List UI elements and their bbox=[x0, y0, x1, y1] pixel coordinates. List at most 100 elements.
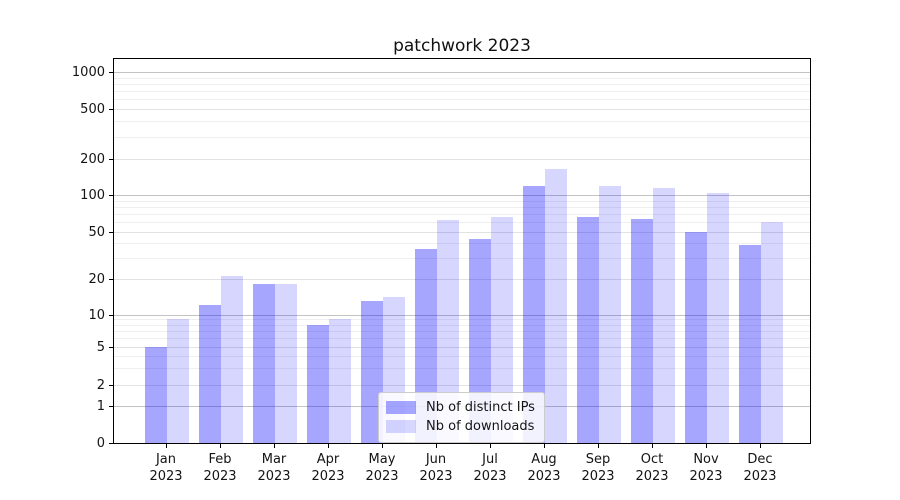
legend-label-downloads: Nb of downloads bbox=[426, 419, 535, 434]
x-tick-mark bbox=[760, 444, 761, 448]
bar-downloads-apr bbox=[329, 319, 351, 443]
x-tick-mark bbox=[652, 444, 653, 448]
x-tick-label: Jul 2023 bbox=[473, 452, 507, 484]
gridline bbox=[114, 77, 810, 79]
y-tick-label: 5 bbox=[96, 340, 105, 355]
bar-downloads-sep bbox=[599, 186, 621, 443]
y-tick-label: 500 bbox=[80, 102, 105, 117]
gridline bbox=[114, 279, 810, 280]
gridline bbox=[114, 195, 810, 196]
y-tick-label: 100 bbox=[80, 188, 105, 203]
y-tick-label: 200 bbox=[80, 152, 105, 167]
x-tick-label: Jun 2023 bbox=[419, 452, 453, 484]
bar-distinct-ips-aug bbox=[523, 186, 545, 443]
legend-swatch-downloads bbox=[386, 420, 416, 433]
gridline bbox=[114, 331, 810, 333]
legend-label-distinct-ips: Nb of distinct IPs bbox=[426, 400, 535, 415]
y-tick-label: 1000 bbox=[71, 65, 105, 81]
y-tick-label: 0 bbox=[96, 436, 105, 451]
legend: Nb of distinct IPs Nb of downloads bbox=[378, 392, 545, 443]
gridline bbox=[114, 200, 810, 202]
bar-downloads-nov bbox=[707, 193, 729, 443]
bar-downloads-oct bbox=[653, 188, 675, 443]
y-tick-mark bbox=[109, 443, 113, 444]
gridline bbox=[114, 72, 810, 74]
gridline bbox=[114, 121, 810, 123]
bar-distinct-ips-oct bbox=[631, 219, 653, 443]
y-tick-mark bbox=[109, 406, 113, 407]
x-tick-label: Feb 2023 bbox=[203, 452, 237, 484]
bar-downloads-mar bbox=[275, 284, 297, 443]
gridline bbox=[114, 319, 810, 321]
y-tick-mark bbox=[109, 279, 113, 280]
x-tick-label: Oct 2023 bbox=[635, 452, 669, 484]
y-tick-mark bbox=[109, 231, 113, 233]
y-tick-mark bbox=[109, 109, 113, 110]
legend-item-distinct-ips: Nb of distinct IPs bbox=[386, 398, 536, 417]
gridline bbox=[114, 368, 810, 370]
gridline bbox=[114, 356, 810, 358]
gridline bbox=[114, 222, 810, 224]
y-tick-label: 20 bbox=[88, 272, 105, 287]
gridline bbox=[114, 314, 810, 316]
gridline bbox=[114, 99, 810, 101]
bar-downloads-jun bbox=[437, 220, 459, 443]
x-tick-mark bbox=[436, 444, 437, 448]
gridline bbox=[114, 347, 810, 348]
x-tick-label: Jan 2023 bbox=[149, 452, 183, 484]
x-tick-label: Apr 2023 bbox=[311, 452, 345, 484]
gridline bbox=[114, 231, 810, 233]
x-tick-label: Aug 2023 bbox=[527, 452, 561, 484]
y-tick-mark bbox=[109, 314, 113, 316]
bar-downloads-dec bbox=[761, 222, 783, 443]
x-tick-mark bbox=[328, 444, 329, 448]
bar-downloads-jul bbox=[491, 217, 513, 443]
gridline bbox=[114, 136, 810, 138]
y-tick-label: 10 bbox=[88, 307, 105, 323]
gridline bbox=[114, 91, 810, 93]
bar-downloads-jan bbox=[167, 319, 189, 443]
bar-distinct-ips-dec bbox=[739, 245, 761, 443]
plot-area bbox=[113, 58, 811, 444]
gridline bbox=[114, 109, 810, 110]
bar-distinct-ips-jan bbox=[145, 347, 167, 443]
bar-downloads-feb bbox=[221, 276, 243, 443]
y-tick-label: 2 bbox=[96, 378, 105, 393]
bar-downloads-aug bbox=[545, 169, 567, 443]
x-tick-label: May 2023 bbox=[365, 452, 399, 484]
bar-distinct-ips-sep bbox=[577, 217, 599, 443]
y-tick-label: 1 bbox=[96, 399, 105, 414]
gridline bbox=[114, 385, 810, 386]
x-tick-label: Sep 2023 bbox=[581, 452, 615, 484]
bar-distinct-ips-apr bbox=[307, 325, 329, 443]
y-tick-mark bbox=[109, 385, 113, 386]
y-tick-mark bbox=[109, 347, 113, 348]
x-tick-mark bbox=[166, 444, 167, 448]
bar-distinct-ips-may bbox=[361, 301, 383, 443]
y-tick-mark bbox=[109, 195, 113, 196]
gridline bbox=[114, 84, 810, 86]
gridline bbox=[114, 159, 810, 160]
bar-distinct-ips-mar bbox=[253, 284, 275, 443]
x-tick-mark bbox=[274, 444, 275, 448]
x-tick-mark bbox=[598, 444, 599, 448]
y-tick-label: 50 bbox=[88, 224, 105, 240]
gridline bbox=[114, 206, 810, 208]
gridline bbox=[114, 324, 810, 326]
x-tick-label: Mar 2023 bbox=[257, 452, 291, 484]
x-tick-label: Dec 2023 bbox=[743, 452, 777, 484]
bar-distinct-ips-feb bbox=[199, 305, 221, 443]
x-tick-mark bbox=[706, 444, 707, 448]
y-tick-mark bbox=[109, 72, 113, 74]
chart-title: patchwork 2023 bbox=[393, 36, 531, 56]
x-tick-mark bbox=[544, 444, 545, 448]
gridline bbox=[114, 213, 810, 215]
gridline bbox=[114, 243, 810, 245]
legend-item-downloads: Nb of downloads bbox=[386, 417, 536, 436]
x-tick-mark bbox=[490, 444, 491, 448]
y-tick-mark bbox=[109, 159, 113, 160]
bar-distinct-ips-nov bbox=[685, 232, 707, 443]
x-tick-mark bbox=[220, 444, 221, 448]
gridline bbox=[114, 258, 810, 260]
